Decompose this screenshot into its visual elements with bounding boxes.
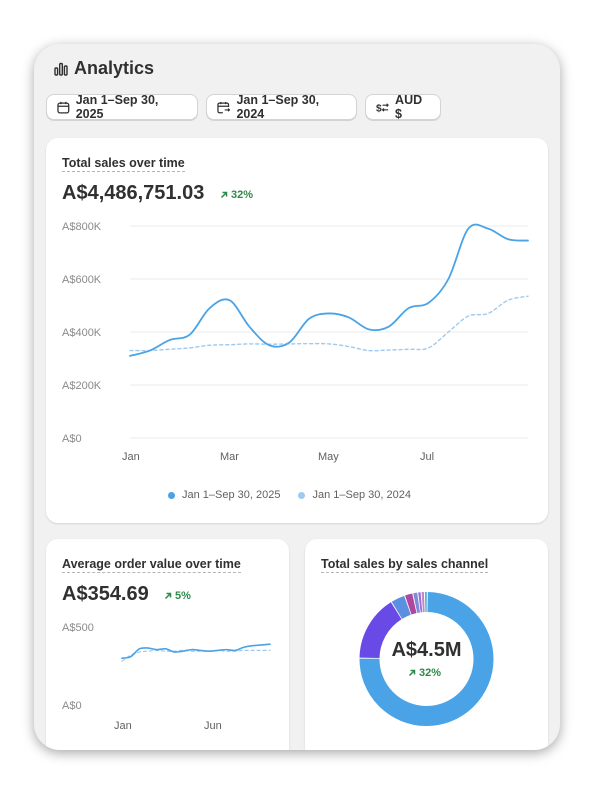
bar-chart-icon	[54, 62, 68, 76]
filter-bar: Jan 1–Sep 30, 2025 Jan 1–Sep 30, 2024 $ …	[46, 93, 441, 121]
page-header: Analytics	[54, 58, 154, 79]
y-tick-label: A$200K	[62, 380, 102, 392]
donut-slice	[413, 592, 421, 613]
sales-channel-card[interactable]: Total sales by sales channel A$4.5M 32%	[305, 539, 548, 750]
currency-label: AUD $	[395, 93, 423, 121]
arrow-up-right-icon	[220, 191, 228, 199]
y-tick-label: A$600K	[62, 274, 102, 286]
y-tick-label: A$0	[62, 433, 82, 445]
page-title: Analytics	[74, 58, 155, 78]
legend-label-compare: Jan 1–Sep 30, 2024	[312, 489, 411, 501]
y-tick-label: A$500	[62, 622, 94, 634]
calendar-compare-icon	[217, 101, 231, 113]
arrow-up-right-icon	[164, 592, 172, 600]
legend-dot-compare	[298, 491, 306, 499]
sales-channel-donut	[359, 592, 494, 726]
date-range-button[interactable]: Jan 1–Sep 30, 2025	[46, 93, 198, 121]
aov-trend-value: 5%	[175, 590, 191, 602]
aov-card[interactable]: Average order value over time A$354.69 5…	[46, 539, 289, 750]
legend-dot-current	[168, 491, 175, 499]
x-tick-label: Jan	[114, 720, 132, 732]
donut-slice	[359, 602, 402, 659]
aov-chart: A$0 A$500 Jan Jun	[62, 622, 271, 732]
x-tick-label: Jan	[122, 451, 140, 463]
currency-button[interactable]: $ AUD $	[365, 93, 441, 121]
y-tick-label: A$800K	[62, 221, 102, 233]
total-sales-card[interactable]: Total sales over time A$4,486,751.03 32%…	[46, 138, 548, 523]
donut-slice	[391, 595, 412, 619]
y-tick-label: A$0	[62, 700, 82, 712]
arrow-up-right-icon	[408, 669, 416, 677]
compare-range-label: Jan 1–Sep 30, 2024	[236, 93, 320, 121]
currency-exchange-icon: $	[376, 102, 389, 114]
svg-text:$: $	[376, 103, 382, 113]
calendar-icon	[57, 101, 70, 114]
aov-title[interactable]: Average order value over time	[62, 557, 241, 573]
series-line-current	[121, 643, 271, 659]
compare-range-button[interactable]: Jan 1–Sep 30, 2024	[206, 93, 357, 121]
date-range-label: Jan 1–Sep 30, 2025	[75, 93, 159, 121]
y-tick-label: A$400K	[62, 327, 102, 339]
total-sales-trend-value: 32%	[231, 189, 254, 201]
series-line-current	[129, 223, 529, 357]
legend-label-current: Jan 1–Sep 30, 2025	[182, 489, 281, 501]
total-sales-chart: A$0 A$200K A$400K A$600K A$800K Jan Mar May Jul	[62, 221, 529, 463]
x-tick-label: Jul	[420, 451, 434, 463]
x-tick-label: Jun	[204, 720, 222, 732]
legend-item-current[interactable]: Jan 1–Sep 30, 2025	[168, 489, 280, 501]
donut-slice	[405, 593, 417, 615]
aov-trend: 5%	[164, 590, 191, 602]
x-tick-label: Mar	[220, 451, 239, 463]
analytics-panel: Analytics Jan 1–Sep 30, 2025 Jan 1–Sep 3…	[34, 44, 560, 750]
total-sales-title[interactable]: Total sales over time	[62, 156, 185, 172]
sales-channel-title[interactable]: Total sales by sales channel	[321, 557, 489, 573]
series-line-compare	[129, 295, 529, 352]
donut-trend-value: 32%	[419, 667, 442, 679]
donut-center-value: A$4.5M	[391, 639, 462, 661]
legend-item-compare[interactable]: Jan 1–Sep 30, 2024	[298, 489, 411, 501]
donut-center-trend: 32%	[408, 667, 441, 679]
total-sales-legend: Jan 1–Sep 30, 2025 Jan 1–Sep 30, 2024	[168, 489, 411, 501]
aov-value: A$354.69	[62, 583, 149, 605]
total-sales-value: A$4,486,751.03	[62, 182, 205, 204]
donut-slice	[359, 592, 494, 726]
series-line-compare	[121, 649, 271, 662]
total-sales-trend: 32%	[220, 189, 253, 201]
x-tick-label: May	[318, 451, 339, 463]
